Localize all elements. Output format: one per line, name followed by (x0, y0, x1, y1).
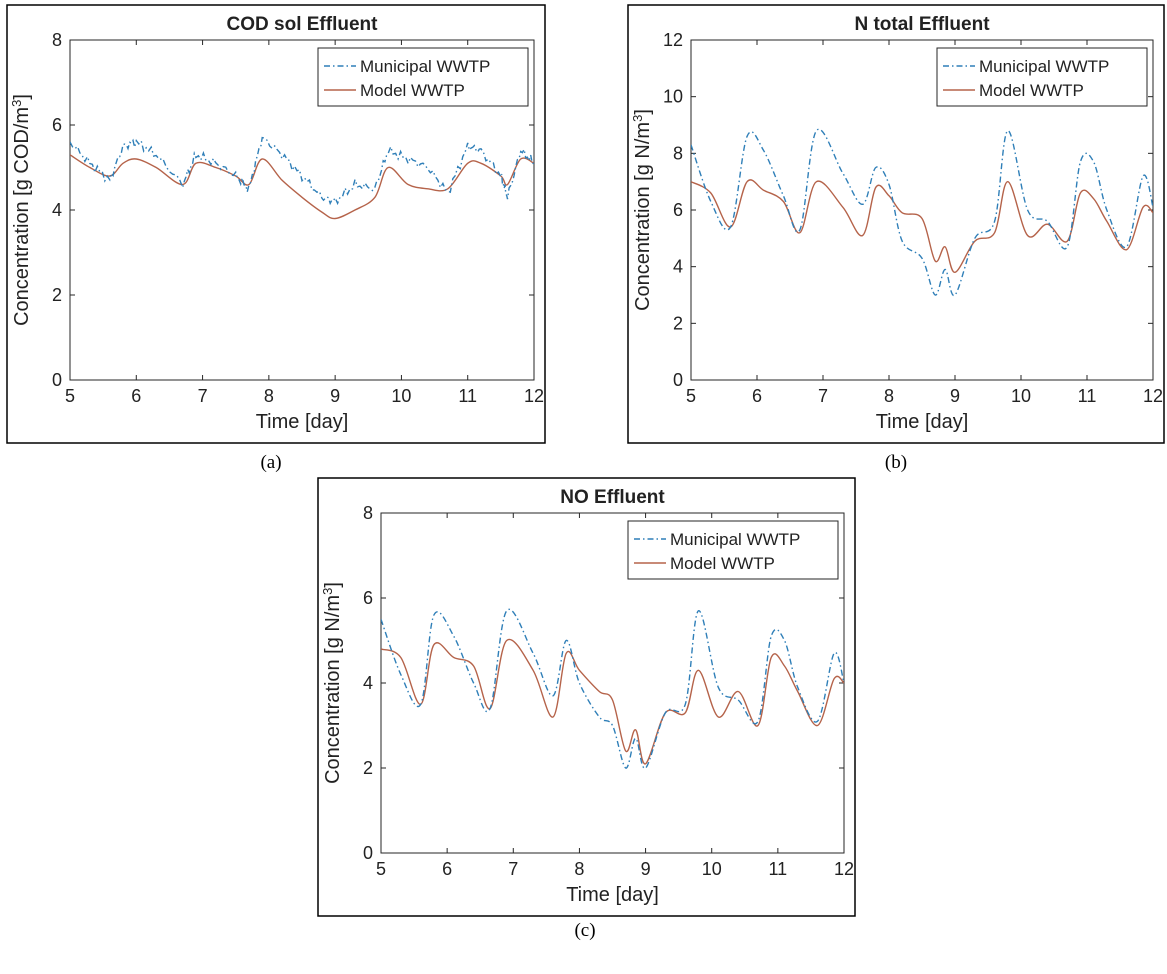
x-tick-label: 6 (442, 859, 452, 879)
chart-n-total-effluent: 5 6 7 8 9 10 11 12 0 2 4 6 8 10 12 N total Effluent Time… (627, 4, 1165, 444)
legend-box (317, 47, 529, 107)
x-tick-label: 9 (950, 386, 960, 406)
y-axis-label-end: ] (632, 109, 654, 115)
x-tick-label: 12 (1143, 386, 1163, 406)
y-axis-label: Concentration [g N/m3] (320, 582, 344, 784)
x-tick-label: 12 (834, 859, 854, 879)
series-municipal-wwtp (381, 608, 844, 769)
chart-title: N total Effluent (854, 14, 990, 35)
y-axis-label-superscript: 3 (320, 588, 335, 595)
chart-cod-sol-effluent: 5 6 7 8 9 10 11 12 0 2 4 6 8 COD sol Effluent Time [da… (6, 4, 546, 444)
x-axis-label: Time [day] (566, 884, 659, 906)
x-tick-label: 6 (752, 386, 762, 406)
legend-box (627, 520, 839, 580)
x-tick-label: 11 (458, 386, 477, 406)
x-tick-label: 7 (508, 859, 518, 879)
x-tick-label: 8 (264, 386, 274, 406)
y-tick-label: 6 (673, 200, 683, 220)
chart-panel-no: 5 6 7 8 9 10 11 12 0 2 4 6 8 NO Effluent Time [day] Con… (317, 477, 856, 917)
chart-panel-cod: 5 6 7 8 9 10 11 12 0 2 4 6 8 COD sol Effluent Time [da… (6, 4, 546, 444)
y-tick-label: 2 (52, 285, 62, 305)
y-tick-label: 8 (363, 503, 373, 523)
x-axis-label: Time [day] (256, 411, 349, 433)
y-tick-label: 4 (363, 673, 373, 693)
y-tick-label: 10 (663, 87, 683, 107)
caption-b: (b) (884, 452, 908, 473)
x-tick-label: 12 (524, 386, 544, 406)
x-tick-label: 11 (769, 859, 788, 879)
y-tick-label: 8 (52, 30, 62, 50)
x-tick-label: 6 (131, 386, 141, 406)
y-tick-label: 2 (673, 313, 683, 333)
series-municipal-wwtp (691, 128, 1153, 297)
legend-label: Municipal WWTP (979, 57, 1109, 76)
y-axis-label-main: Concentration [g N/m (322, 595, 344, 784)
x-tick-label: 7 (818, 386, 828, 406)
y-tick-label: 6 (363, 588, 373, 608)
y-tick-label: 8 (673, 143, 683, 163)
x-tick-label: 8 (574, 859, 584, 879)
x-tick-label: 5 (65, 386, 75, 406)
y-tick-label: 0 (363, 843, 373, 863)
y-tick-label: 2 (363, 758, 373, 778)
y-axis-label-end: ] (322, 582, 344, 588)
chart-no-effluent: 5 6 7 8 9 10 11 12 0 2 4 6 8 NO Effluent Time [day] Con… (317, 477, 856, 917)
x-tick-label: 9 (330, 386, 340, 406)
y-axis-label-superscript: 3 (630, 115, 645, 122)
y-axis-label-main: Concentration [g N/m (632, 122, 654, 311)
y-tick-label: 6 (52, 115, 62, 135)
y-axis-label: Concentration [g COD/m3] (9, 94, 33, 326)
y-tick-label: 4 (52, 200, 62, 220)
plot-area (691, 128, 1153, 297)
x-tick-label: 10 (702, 859, 722, 879)
chart-panel-ntotal: 5 6 7 8 9 10 11 12 0 2 4 6 8 10 12 N total Effluent Time… (627, 4, 1165, 444)
y-tick-label: 12 (663, 30, 683, 50)
legend-label: Municipal WWTP (360, 57, 490, 76)
y-axis-label: Concentration [g N/m3] (630, 109, 654, 311)
y-axis-label-superscript: 3 (9, 100, 24, 107)
legend-box (936, 47, 1148, 107)
x-tick-label: 11 (1078, 386, 1097, 406)
x-axis-label: Time [day] (876, 411, 969, 433)
x-tick-label: 5 (376, 859, 386, 879)
x-tick-label: 7 (198, 386, 208, 406)
x-tick-label: 10 (391, 386, 411, 406)
caption-a: (a) (260, 452, 282, 473)
plot-area (70, 136, 534, 220)
y-tick-label: 0 (52, 370, 62, 390)
series-model-wwtp (691, 179, 1153, 273)
caption-c: (c) (574, 920, 596, 941)
y-tick-label: 4 (673, 257, 683, 277)
series-model-wwtp (70, 154, 534, 220)
x-tick-label: 8 (884, 386, 894, 406)
x-tick-label: 5 (686, 386, 696, 406)
x-tick-label: 9 (641, 859, 651, 879)
legend-label: Model WWTP (979, 81, 1084, 100)
x-tick-label: 10 (1011, 386, 1031, 406)
legend-label: Model WWTP (670, 554, 775, 573)
y-axis-label-main: Concentration [g COD/m (11, 107, 33, 326)
y-tick-label: 0 (673, 370, 683, 390)
chart-title: COD sol Effluent (227, 14, 379, 35)
series-municipal-wwtp (70, 136, 534, 206)
chart-title: NO Effluent (560, 487, 665, 508)
y-axis-label-end: ] (11, 94, 33, 100)
series-model-wwtp (381, 638, 844, 765)
plot-area (381, 608, 844, 769)
legend-label: Municipal WWTP (670, 530, 800, 549)
legend-label: Model WWTP (360, 81, 465, 100)
